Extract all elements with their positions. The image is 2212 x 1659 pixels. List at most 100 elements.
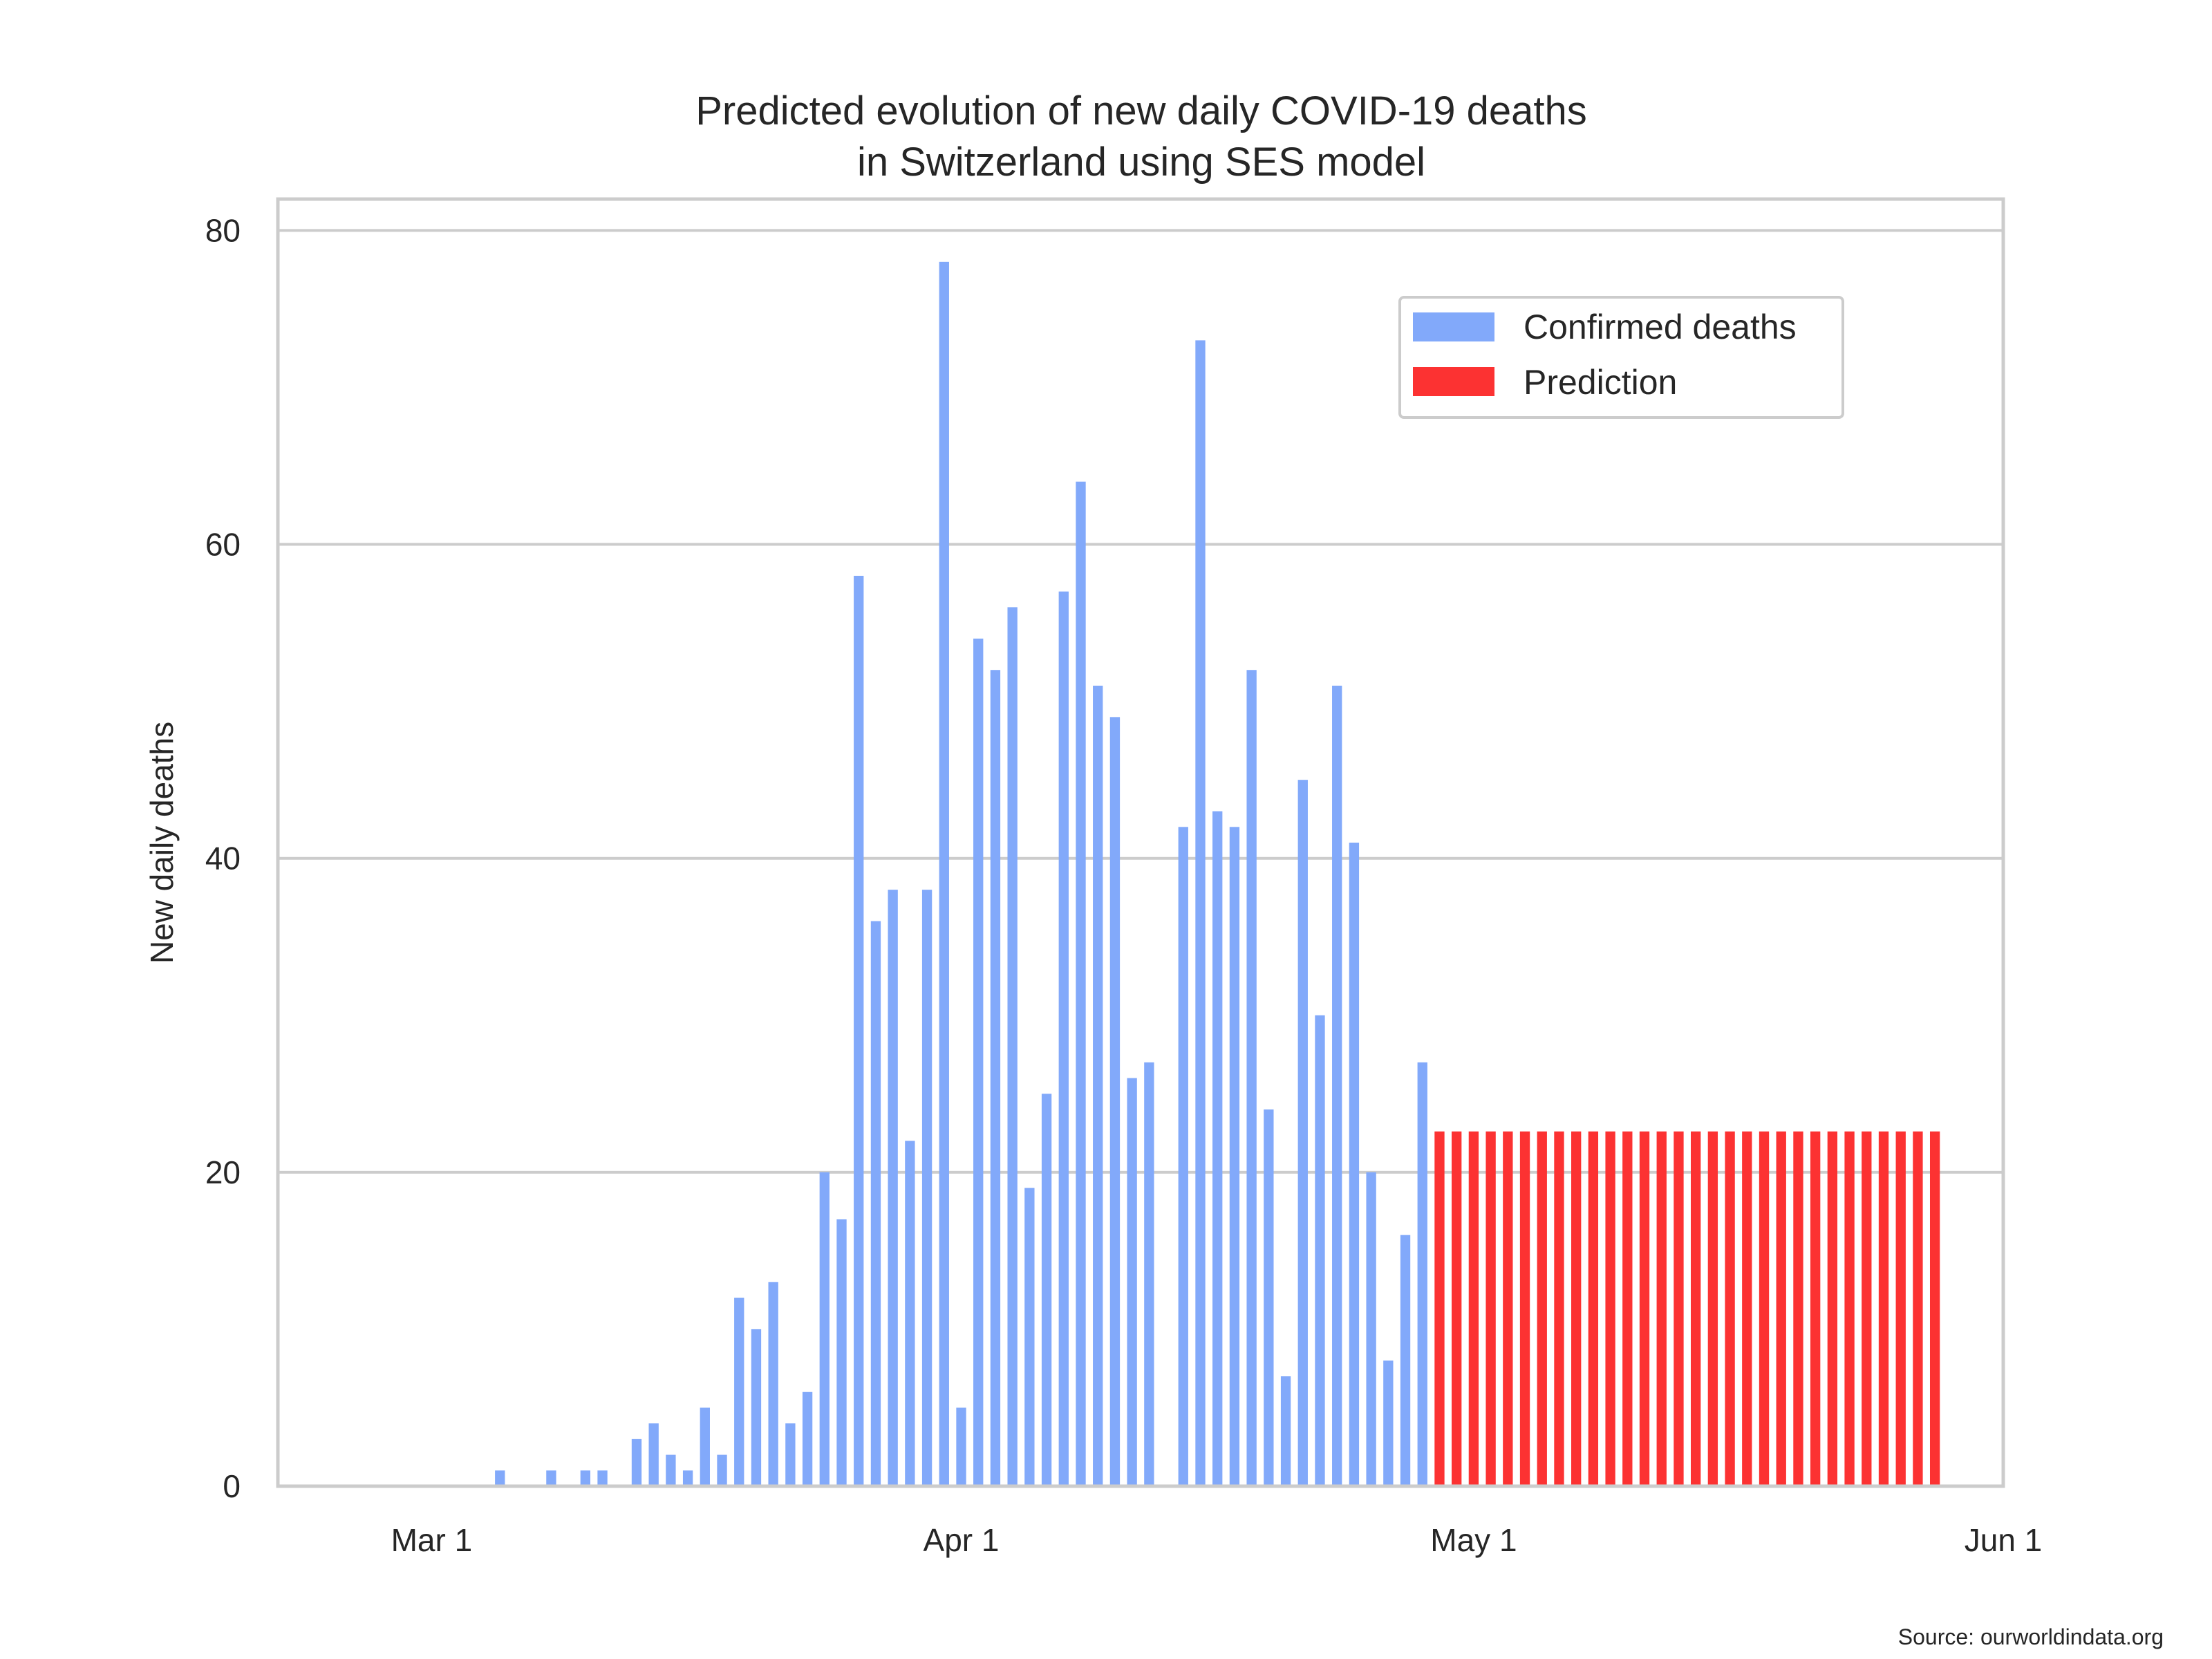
bar-prediction — [1793, 1131, 1803, 1486]
bar-confirmed — [1212, 811, 1223, 1486]
bar-confirmed — [1383, 1360, 1394, 1486]
plot-frame — [276, 197, 2005, 1488]
x-tick-labels: Mar 1 Apr 1 May 1 Jun 1 — [391, 1522, 2043, 1558]
confirmed-deaths-bars — [495, 261, 1427, 1487]
bar-confirmed — [1144, 1062, 1154, 1486]
chart-title-line2: in Switzerland using SES model — [857, 140, 1425, 185]
source-note: Source: ourworldindata.org — [1898, 1624, 2164, 1649]
bar-confirmed — [734, 1297, 744, 1486]
bar-confirmed — [580, 1470, 590, 1486]
prediction-bars — [1434, 1131, 1940, 1486]
bar-confirmed — [802, 1391, 813, 1486]
bar-prediction — [1844, 1131, 1855, 1486]
x-tick-label: May 1 — [1430, 1522, 1517, 1558]
bar-prediction — [1742, 1131, 1752, 1486]
bar-confirmed — [785, 1423, 796, 1486]
bar-confirmed — [546, 1470, 556, 1486]
bar-confirmed — [1041, 1094, 1052, 1486]
bar-confirmed — [1007, 607, 1018, 1486]
y-tick-labels: 0 20 40 60 80 — [205, 212, 241, 1504]
bar-prediction — [1622, 1131, 1633, 1486]
bar-confirmed — [990, 670, 1001, 1486]
bar-confirmed — [1280, 1376, 1291, 1486]
bar-confirmed — [682, 1470, 693, 1486]
y-tick-label: 20 — [205, 1154, 241, 1190]
bar-confirmed — [854, 575, 864, 1486]
bar-prediction — [1503, 1131, 1513, 1486]
bar-confirmed — [956, 1407, 966, 1486]
bar-prediction — [1554, 1131, 1564, 1486]
bar-confirmed — [597, 1470, 608, 1486]
y-axis-label: New daily deaths — [144, 722, 180, 964]
bar-prediction — [1588, 1131, 1599, 1486]
bar-prediction — [1434, 1131, 1445, 1486]
bar-confirmed — [666, 1454, 676, 1486]
x-tick-label: Mar 1 — [391, 1522, 473, 1558]
y-tick-label: 0 — [223, 1468, 241, 1504]
legend-label-prediction: Prediction — [1524, 363, 1677, 402]
bar-confirmed — [905, 1141, 915, 1486]
bar-prediction — [1468, 1131, 1479, 1486]
bar-prediction — [1827, 1131, 1838, 1486]
bar-confirmed — [888, 890, 898, 1486]
x-tick-label: Jun 1 — [1965, 1522, 2043, 1558]
bar-confirmed — [495, 1470, 505, 1486]
bar-prediction — [1725, 1131, 1735, 1486]
bar-prediction — [1674, 1131, 1684, 1486]
bar-confirmed — [1264, 1109, 1274, 1486]
bar-confirmed — [1297, 780, 1308, 1486]
bar-confirmed — [921, 890, 932, 1486]
bar-prediction — [1895, 1131, 1906, 1486]
y-tick-label: 40 — [205, 841, 241, 877]
bar-confirmed — [1058, 591, 1069, 1487]
bar-confirmed — [751, 1329, 762, 1486]
bar-confirmed — [973, 638, 984, 1486]
bar-prediction — [1452, 1131, 1462, 1486]
bar-confirmed — [1349, 843, 1360, 1486]
bar-confirmed — [1178, 827, 1188, 1486]
y-tick-label: 80 — [205, 212, 241, 248]
legend-frame — [1398, 296, 1844, 419]
bar-prediction — [1810, 1131, 1821, 1486]
legend-swatch-prediction — [1413, 367, 1494, 396]
bar-confirmed — [939, 261, 949, 1487]
legend-label-confirmed: Confirmed deaths — [1524, 308, 1797, 346]
bar-prediction — [1485, 1131, 1496, 1486]
bar-prediction — [1605, 1131, 1615, 1486]
bar-prediction — [1519, 1131, 1530, 1486]
bar-confirmed — [1332, 685, 1342, 1487]
bar-prediction — [1878, 1131, 1889, 1486]
bar-prediction — [1776, 1131, 1786, 1486]
bar-prediction — [1571, 1131, 1582, 1486]
bar-prediction — [1929, 1131, 1940, 1486]
bar-prediction — [1913, 1131, 1923, 1486]
bar-prediction — [1707, 1131, 1718, 1486]
bar-confirmed — [648, 1423, 659, 1486]
bar-confirmed — [1229, 827, 1240, 1486]
bar-prediction — [1862, 1131, 1872, 1486]
bar-confirmed — [1093, 685, 1103, 1487]
x-tick-label: Apr 1 — [924, 1522, 1000, 1558]
bar-prediction — [1691, 1131, 1701, 1486]
bar-confirmed — [1024, 1188, 1035, 1486]
bar-confirmed — [768, 1282, 778, 1486]
bar-confirmed — [700, 1407, 710, 1486]
legend-swatch-confirmed — [1413, 312, 1494, 341]
bar-confirmed — [1400, 1235, 1411, 1486]
bar-confirmed — [1127, 1078, 1137, 1486]
chart-title-line1: Predicted evolution of new daily COVID-1… — [695, 88, 1587, 133]
bar-prediction — [1537, 1131, 1547, 1486]
bar-prediction — [1759, 1131, 1770, 1486]
bar-confirmed — [1246, 670, 1257, 1486]
bar-confirmed — [1417, 1062, 1427, 1486]
bar-confirmed — [1315, 1015, 1325, 1486]
bar-confirmed — [870, 921, 881, 1486]
legend: Confirmed deaths Prediction — [1398, 296, 1844, 419]
bar-confirmed — [836, 1219, 847, 1486]
bar-confirmed — [1109, 717, 1121, 1486]
bar-confirmed — [1366, 1172, 1376, 1486]
bar-confirmed — [717, 1454, 727, 1486]
bar-confirmed — [1195, 340, 1206, 1486]
bar-confirmed — [1076, 481, 1086, 1486]
